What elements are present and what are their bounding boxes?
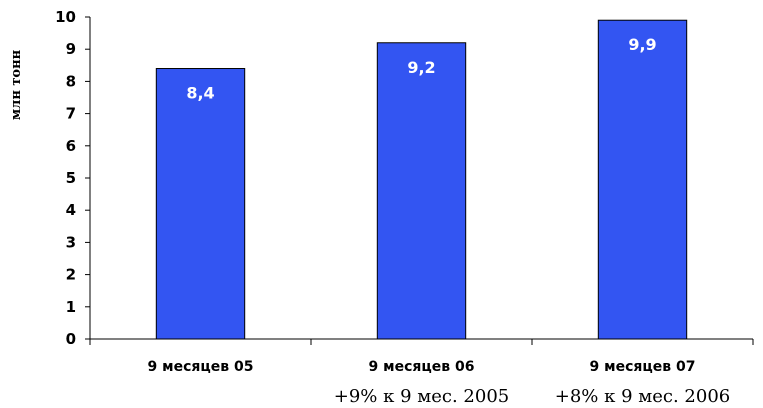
y-tick-label: 6 bbox=[66, 137, 76, 155]
y-tick-label: 4 bbox=[66, 201, 76, 219]
bar bbox=[597, 19, 688, 340]
bar-data-label: 9,9 bbox=[628, 35, 656, 54]
y-tick-label: 5 bbox=[66, 169, 76, 187]
y-tick-label: 9 bbox=[66, 40, 76, 58]
y-tick-label: 0 bbox=[66, 330, 76, 348]
bar bbox=[155, 68, 246, 340]
x-tick-label: 9 месяцев 06 bbox=[369, 359, 475, 375]
growth-note: +9% к 9 мес. 2005 bbox=[334, 386, 510, 407]
bar-data-label: 8,4 bbox=[186, 84, 214, 103]
growth-note: +8% к 9 мес. 2006 bbox=[555, 386, 731, 407]
y-tick-label: 8 bbox=[66, 72, 76, 90]
y-tick-label: 2 bbox=[66, 266, 76, 284]
bars: 8,4 9,2 9,9 bbox=[155, 19, 688, 340]
y-tick-label: 10 bbox=[55, 8, 76, 26]
bar-data-label: 9,2 bbox=[407, 58, 435, 77]
x-tick-label: 9 месяцев 07 bbox=[590, 359, 696, 375]
x-axis: 9 месяцев 05 9 месяцев 06 +9% к 9 мес. 200… bbox=[89, 338, 754, 407]
y-axis: 0 1 2 3 4 5 6 7 8 9 10 bbox=[55, 8, 91, 348]
y-tick-label: 3 bbox=[66, 233, 76, 251]
y-axis-label: млн тонн bbox=[9, 49, 24, 120]
x-tick-label: 9 месяцев 05 bbox=[148, 359, 254, 375]
bar bbox=[376, 42, 467, 340]
y-tick-label: 1 bbox=[66, 298, 76, 316]
y-tick-label: 7 bbox=[66, 105, 76, 123]
